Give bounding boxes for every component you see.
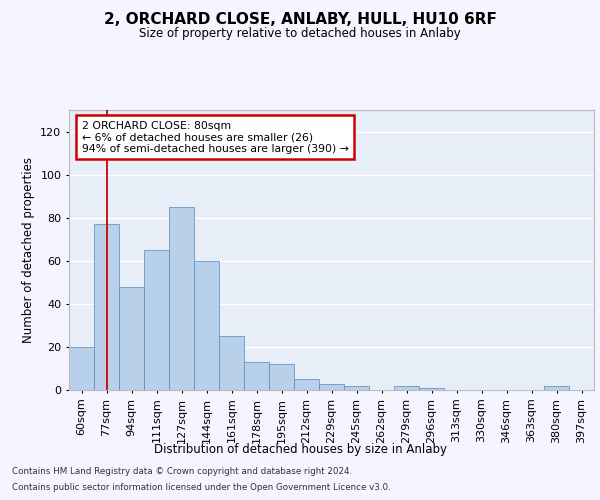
Bar (319, 384, 344, 390)
Y-axis label: Number of detached properties: Number of detached properties (22, 157, 35, 343)
Text: Distribution of detached houses by size in Anlaby: Distribution of detached houses by size … (154, 442, 446, 456)
Text: 2 ORCHARD CLOSE: 80sqm
← 6% of detached houses are smaller (26)
94% of semi-deta: 2 ORCHARD CLOSE: 80sqm ← 6% of detached … (82, 121, 349, 154)
Bar (94, 224, 119, 390)
Bar (294, 379, 319, 390)
Bar (69, 347, 94, 390)
Bar (419, 388, 444, 390)
Bar (144, 250, 169, 390)
Bar (344, 386, 369, 390)
Bar (219, 336, 244, 390)
Bar (244, 362, 269, 390)
Text: Contains HM Land Registry data © Crown copyright and database right 2024.: Contains HM Land Registry data © Crown c… (12, 468, 352, 476)
Bar (269, 364, 294, 390)
Bar (119, 286, 144, 390)
Text: Size of property relative to detached houses in Anlaby: Size of property relative to detached ho… (139, 28, 461, 40)
Text: 2, ORCHARD CLOSE, ANLABY, HULL, HU10 6RF: 2, ORCHARD CLOSE, ANLABY, HULL, HU10 6RF (104, 12, 496, 28)
Bar (194, 261, 219, 390)
Bar (394, 386, 419, 390)
Bar (544, 386, 569, 390)
Bar (169, 207, 194, 390)
Text: Contains public sector information licensed under the Open Government Licence v3: Contains public sector information licen… (12, 484, 391, 492)
